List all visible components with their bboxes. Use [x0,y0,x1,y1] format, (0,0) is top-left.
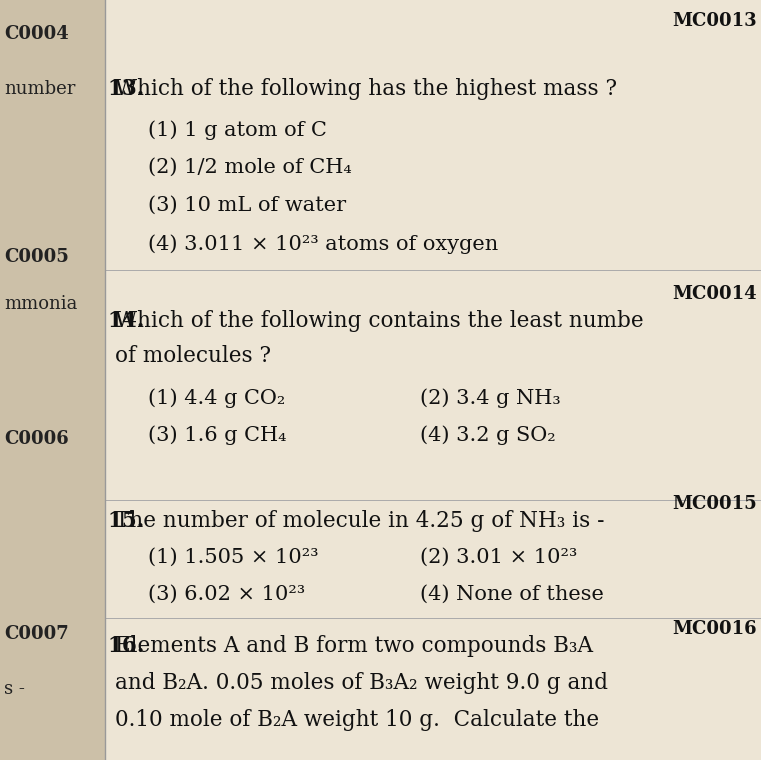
Text: (1) 4.4 g CO₂: (1) 4.4 g CO₂ [148,388,285,407]
Text: (2) 1/2 mole of CH₄: (2) 1/2 mole of CH₄ [148,158,352,177]
Text: (3) 10 mL of water: (3) 10 mL of water [148,196,346,215]
Text: 16.: 16. [107,635,145,657]
Text: and B₂A. 0.05 moles of B₃A₂ weight 9.0 g and: and B₂A. 0.05 moles of B₃A₂ weight 9.0 g… [115,672,608,694]
Text: 13.: 13. [107,78,145,100]
Text: (3) 1.6 g CH₄: (3) 1.6 g CH₄ [148,425,286,445]
Text: Which of the following contains the least numbe: Which of the following contains the leas… [115,310,644,332]
Text: C0007: C0007 [4,625,68,643]
Text: MC0014: MC0014 [673,285,757,303]
Text: 15.: 15. [107,510,145,532]
Bar [0,0,105,760]
Text: Elements A and B form two compounds B₃A: Elements A and B form two compounds B₃A [115,635,593,657]
Text: (1) 1 g atom of C: (1) 1 g atom of C [148,120,327,140]
Text: C0005: C0005 [4,248,69,266]
Text: 0.10 mole of B₂A weight 10 g.  Calculate the: 0.10 mole of B₂A weight 10 g. Calculate … [115,709,599,731]
Text: The number of molecule in 4.25 g of NH₃ is -: The number of molecule in 4.25 g of NH₃ … [115,510,604,532]
Text: (4) None of these: (4) None of these [420,585,604,604]
Text: (4) 3.011 × 10²³ atoms of oxygen: (4) 3.011 × 10²³ atoms of oxygen [148,234,498,254]
Text: 14.: 14. [107,310,145,332]
Text: C0004: C0004 [4,25,68,43]
Text: Which of the following has the highest mass ?: Which of the following has the highest m… [115,78,617,100]
Text: mmonia: mmonia [4,295,78,313]
Text: (2) 3.4 g NH₃: (2) 3.4 g NH₃ [420,388,561,407]
Text: of molecules ?: of molecules ? [115,345,271,367]
Text: number: number [4,80,75,98]
Text: (2) 3.01 × 10²³: (2) 3.01 × 10²³ [420,548,578,567]
Text: (4) 3.2 g SO₂: (4) 3.2 g SO₂ [420,425,556,445]
Text: MC0016: MC0016 [673,620,757,638]
Text: MC0015: MC0015 [672,495,757,513]
Text: s -: s - [4,680,25,698]
Text: (1) 1.505 × 10²³: (1) 1.505 × 10²³ [148,548,319,567]
Text: MC0013: MC0013 [673,12,757,30]
Text: C0006: C0006 [4,430,68,448]
Text: (3) 6.02 × 10²³: (3) 6.02 × 10²³ [148,585,305,604]
